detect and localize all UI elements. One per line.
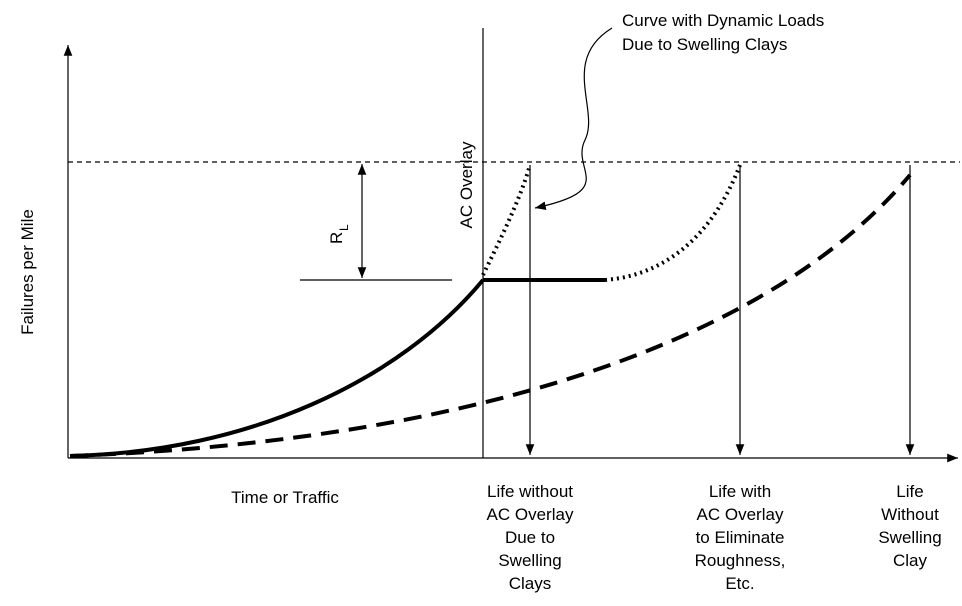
y-axis-label: Failures per Mile xyxy=(18,209,37,335)
life-label: AC Overlay xyxy=(697,505,784,524)
no-clay-curve xyxy=(69,173,912,458)
life-label: Life with xyxy=(709,482,771,501)
rl-label: R L xyxy=(327,224,351,244)
rl-main: R xyxy=(327,232,346,244)
life-label: AC Overlay xyxy=(487,505,574,524)
life-label: Life xyxy=(896,482,923,501)
life-label: Swelling xyxy=(878,528,941,547)
base-curve xyxy=(69,278,485,458)
life-label: Roughness, xyxy=(695,551,786,570)
callout-text: Due to Swelling Clays xyxy=(622,35,787,54)
life-label: Swelling xyxy=(498,551,561,570)
rl-sub: L xyxy=(337,224,351,231)
life-label: Without xyxy=(881,505,939,524)
callout-arrow xyxy=(534,27,613,210)
life-label: Clay xyxy=(893,551,928,570)
life-label: to Eliminate xyxy=(696,528,785,547)
life-label: Etc. xyxy=(725,574,754,593)
axes xyxy=(63,45,958,463)
callout-text: Curve with Dynamic Loads xyxy=(622,11,824,30)
x-axis-label: Time or Traffic xyxy=(231,488,339,507)
dynamic-curve xyxy=(481,164,532,276)
life-label: Clays xyxy=(509,574,552,593)
life-label: Life without xyxy=(487,482,573,501)
overlay-label: AC Overlay xyxy=(457,141,476,228)
life-label: Due to xyxy=(505,528,555,547)
overlay-curve xyxy=(604,164,742,282)
